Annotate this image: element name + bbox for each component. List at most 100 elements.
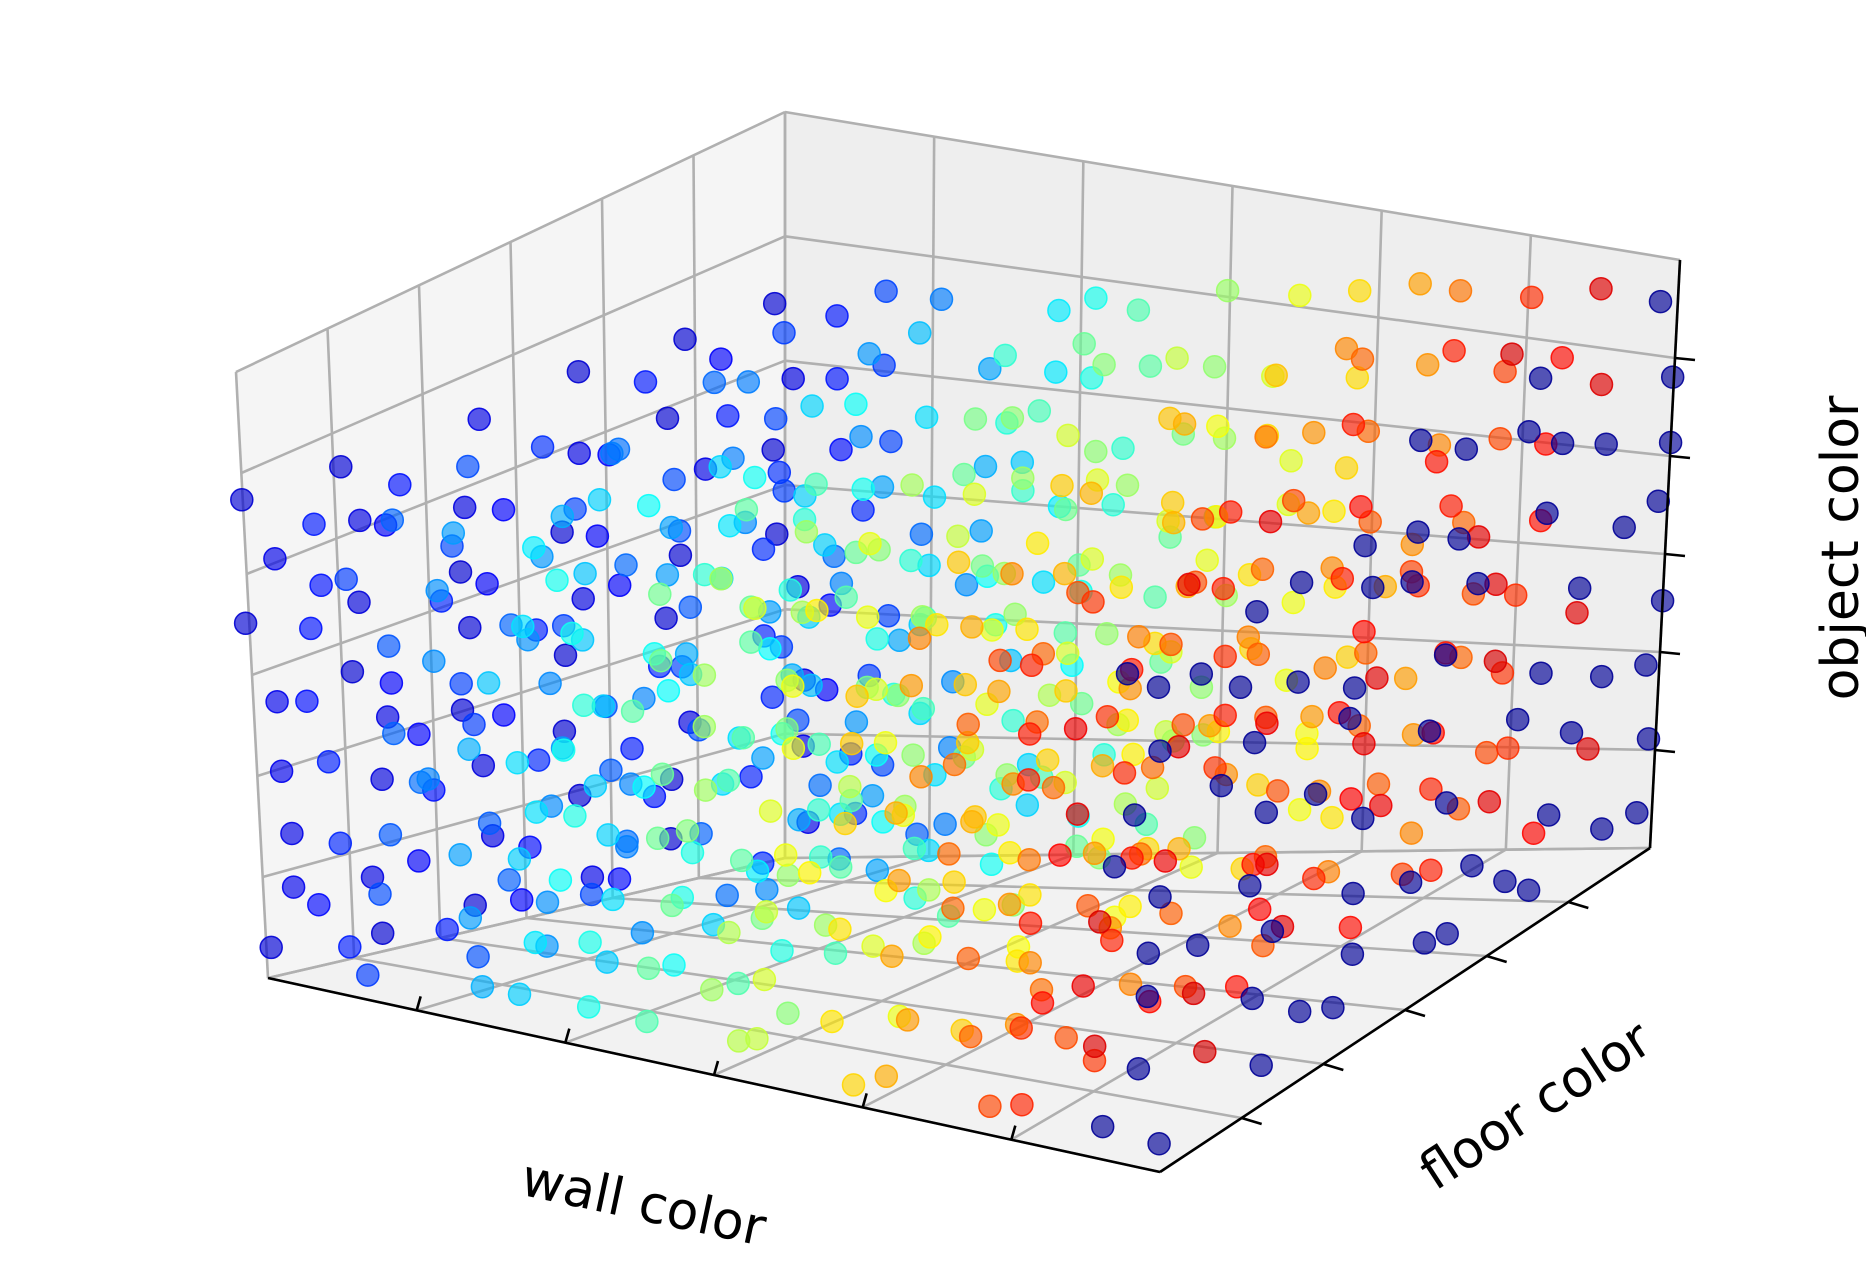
data-point [1213, 644, 1237, 669]
data-point [1550, 345, 1574, 370]
data-point [1594, 432, 1618, 456]
data-point [758, 799, 783, 823]
data-point [1433, 643, 1458, 667]
data-point [1399, 821, 1424, 845]
data-point [1589, 276, 1613, 301]
data-point [458, 615, 482, 640]
data-point [600, 441, 624, 466]
data-point [1213, 703, 1237, 728]
data-point [379, 671, 404, 695]
data-point [615, 834, 639, 859]
data-point [1408, 272, 1432, 296]
data-point [1072, 332, 1096, 356]
data-point [435, 917, 459, 942]
data-point [636, 493, 661, 518]
data-point [1255, 711, 1279, 736]
data-point [1258, 509, 1283, 534]
grid-line-left-z [262, 732, 786, 879]
data-point [476, 671, 501, 695]
data-point [497, 868, 521, 892]
data-point [1477, 789, 1502, 814]
data-point [1015, 617, 1039, 642]
z-tick [1674, 356, 1696, 362]
data-point [259, 935, 283, 960]
data-point [1019, 653, 1044, 678]
y-tick [1567, 900, 1589, 910]
data-point [1161, 510, 1186, 535]
data-point [388, 472, 412, 497]
data-point [754, 899, 779, 924]
data-point [1118, 972, 1143, 996]
data-point [1369, 793, 1393, 818]
data-point [874, 279, 898, 303]
data-point [269, 759, 294, 784]
data-point [1496, 736, 1520, 760]
data-point [1419, 777, 1443, 801]
data-point [954, 572, 979, 597]
data-point [1018, 911, 1043, 935]
data-point [763, 406, 788, 431]
data-point [1056, 423, 1080, 448]
data-point [907, 321, 932, 345]
data-point [838, 774, 862, 799]
data-point [452, 495, 477, 520]
data-point [1109, 575, 1134, 600]
data-point [941, 896, 965, 921]
data-point [873, 730, 898, 755]
data-point [507, 982, 532, 1007]
data-point [1215, 278, 1240, 303]
data-point [548, 868, 573, 892]
data-point [1454, 437, 1479, 461]
data-point [1313, 656, 1337, 680]
data-point [776, 1001, 800, 1025]
data-point [1288, 283, 1312, 308]
data-point [1063, 717, 1088, 741]
data-point [458, 906, 483, 930]
data-point [808, 773, 832, 798]
data-point [1302, 420, 1326, 445]
data-point [879, 429, 903, 454]
data-point [709, 347, 733, 371]
data-point [1112, 761, 1137, 785]
data-point [942, 870, 966, 894]
data-point [1483, 649, 1508, 674]
data-point [620, 699, 645, 723]
data-point [309, 573, 333, 598]
data-point [1242, 730, 1267, 755]
data-point [674, 642, 699, 666]
data-point [382, 721, 406, 746]
data-point [743, 596, 767, 621]
y-tick [1322, 1062, 1344, 1072]
data-point [937, 842, 961, 866]
data-point [1050, 473, 1074, 498]
data-point [1466, 525, 1491, 549]
data-point [576, 995, 601, 1019]
data-point [807, 732, 831, 756]
data-point [1031, 570, 1056, 594]
data-point [1018, 883, 1042, 907]
data-point [770, 939, 794, 963]
data-point [772, 479, 796, 503]
data-point [739, 765, 763, 789]
data-point [692, 663, 717, 687]
data-point [571, 587, 595, 611]
data-point [334, 567, 358, 592]
data-point [607, 573, 632, 598]
data-point [636, 956, 661, 981]
data-point [1505, 707, 1530, 732]
data-point [1054, 1026, 1078, 1050]
data-point [596, 823, 620, 847]
data-point [425, 578, 449, 603]
data-point [1287, 797, 1312, 822]
data-point [1228, 675, 1253, 700]
x-tick [712, 1060, 720, 1076]
data-point [880, 944, 904, 968]
data-point [1206, 414, 1230, 439]
data-point [1255, 852, 1279, 877]
grid-line-left-z [251, 483, 786, 677]
data-point [933, 812, 957, 836]
data-point [545, 568, 569, 593]
z-tick [1659, 650, 1681, 656]
z-axis-label: object color [1811, 395, 1866, 700]
